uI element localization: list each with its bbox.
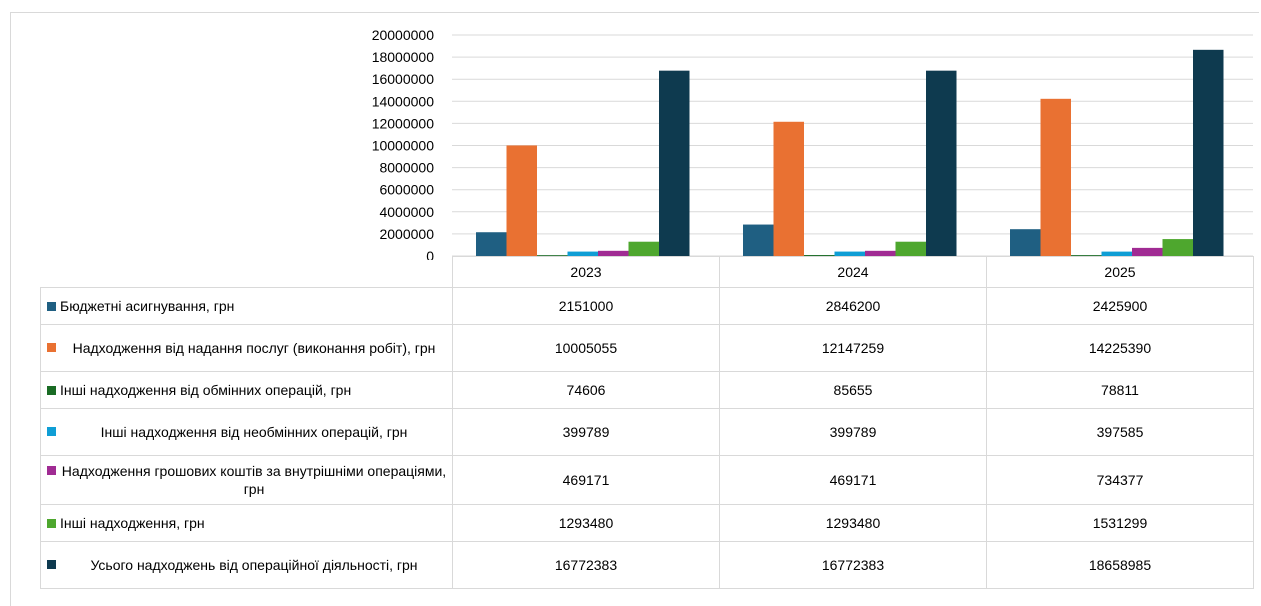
legend-swatch — [47, 466, 56, 475]
table-cell: 469171 — [452, 455, 720, 505]
year-header: 2025 — [986, 256, 1254, 288]
table-cell: 18658985 — [986, 541, 1254, 589]
legend-swatch — [47, 301, 56, 311]
table-cell: 734377 — [986, 455, 1254, 505]
legend-swatch — [47, 518, 56, 528]
bar — [804, 255, 835, 256]
bar — [773, 121, 804, 256]
table-cell: 397585 — [986, 408, 1254, 456]
table-cell: 2425900 — [986, 287, 1254, 325]
row-label-cell: Надходження від надання послуг (виконанн… — [40, 324, 453, 372]
bar-chart: 0 2000000 4000000 6000000 8000000 10000000 120… — [372, 27, 1253, 260]
row-label-cell: Інші надходження від обмінних операцій, … — [40, 371, 453, 409]
bar — [1132, 247, 1163, 256]
table-row: Інші надходження від необмінних операцій… — [40, 408, 1254, 456]
table-cell: 16772383 — [452, 541, 720, 589]
table-cell: 16772383 — [719, 541, 987, 589]
y-tick-label: 12000000 — [372, 115, 435, 131]
bar — [1010, 229, 1041, 256]
table-cell: 399789 — [452, 408, 720, 456]
table-row: Інші надходження від обмінних операцій, … — [40, 371, 1254, 409]
table-row: Бюджетні асигнування, грн 2151000 284620… — [40, 287, 1254, 325]
table-cell: 2151000 — [452, 287, 720, 325]
table-cell: 78811 — [986, 371, 1254, 409]
legend-swatch — [47, 560, 56, 569]
row-label-cell: Усього надходжень від операційної діяльн… — [40, 541, 453, 589]
year-header: 2023 — [452, 256, 720, 288]
bar — [926, 70, 957, 257]
table-cell: 1293480 — [719, 504, 987, 542]
table-cell: 12147259 — [719, 324, 987, 372]
bar — [895, 241, 926, 256]
table-row: Надходження від надання послуг (виконанн… — [40, 324, 1254, 372]
bar — [506, 145, 537, 256]
bar — [628, 241, 659, 256]
bar — [659, 70, 690, 257]
y-tick-label: 6000000 — [379, 182, 434, 198]
row-label: Інші надходження, грн — [60, 515, 205, 531]
table-cell: 469171 — [719, 455, 987, 505]
y-tick-label: 18000000 — [372, 49, 435, 65]
row-label-cell: Інші надходження, грн — [40, 504, 453, 542]
table-cell: 85655 — [719, 371, 987, 409]
y-tick-label: 4000000 — [379, 204, 434, 220]
bar — [598, 250, 629, 256]
y-tick-label: 10000000 — [372, 138, 435, 154]
table-row: Усього надходжень від операційної діяльн… — [40, 541, 1254, 589]
row-label: Інші надходження від необмінних операцій… — [100, 424, 408, 440]
legend-swatch — [47, 343, 56, 352]
row-label: Надходження від надання послуг (виконанн… — [72, 340, 436, 356]
row-label: Бюджетні асигнування, грн — [60, 298, 235, 314]
y-tick-label: 0 — [426, 248, 434, 260]
table-cell: 1293480 — [452, 504, 720, 542]
year-header: 2024 — [719, 256, 987, 288]
bar — [1193, 49, 1224, 257]
row-label-cell: Бюджетні асигнування, грн — [40, 287, 453, 325]
table-cell: 14225390 — [986, 324, 1254, 372]
table-corner — [40, 256, 453, 288]
legend-swatch — [47, 385, 56, 395]
row-label-cell: Інші надходження від необмінних операцій… — [40, 408, 453, 456]
bars — [476, 49, 1224, 257]
bar — [567, 251, 598, 256]
legend-swatch — [47, 427, 56, 436]
y-tick-label: 16000000 — [372, 71, 435, 87]
bar — [537, 255, 568, 256]
bar — [865, 250, 896, 256]
chart-frame — [10, 12, 1259, 606]
table-cell: 1531299 — [986, 504, 1254, 542]
bar — [476, 232, 507, 256]
row-label: Надходження грошових коштів за внутрішні… — [61, 463, 447, 497]
bar — [1040, 98, 1071, 256]
row-label: Усього надходжень від операційної діяльн… — [90, 557, 418, 573]
data-table: 2023 2024 2025 Бюджетні асигнування, грн… — [40, 256, 1254, 589]
y-tick-label: 14000000 — [372, 93, 435, 109]
bar — [1101, 251, 1132, 256]
y-tick-label: 8000000 — [379, 160, 434, 176]
bar — [1162, 239, 1193, 256]
row-label: Інші надходження від обмінних операцій, … — [60, 382, 352, 398]
table-row: Інші надходження, грн 1293480 1293480 15… — [40, 504, 1254, 542]
table-cell: 399789 — [719, 408, 987, 456]
table-cell: 10005055 — [452, 324, 720, 372]
table-cell: 74606 — [452, 371, 720, 409]
bar — [834, 251, 865, 256]
table-header-row: 2023 2024 2025 — [40, 256, 1254, 288]
table-row: Надходження грошових коштів за внутрішні… — [40, 455, 1254, 505]
y-axis-tick-labels: 0 2000000 4000000 6000000 8000000 10000000 120… — [372, 27, 435, 260]
table-cell: 2846200 — [719, 287, 987, 325]
y-tick-label: 20000000 — [372, 27, 435, 43]
bar — [1071, 255, 1102, 256]
gridlines — [452, 34, 1253, 257]
bar — [743, 224, 774, 256]
y-tick-label: 2000000 — [379, 226, 434, 242]
row-label-cell: Надходження грошових коштів за внутрішні… — [40, 455, 453, 505]
